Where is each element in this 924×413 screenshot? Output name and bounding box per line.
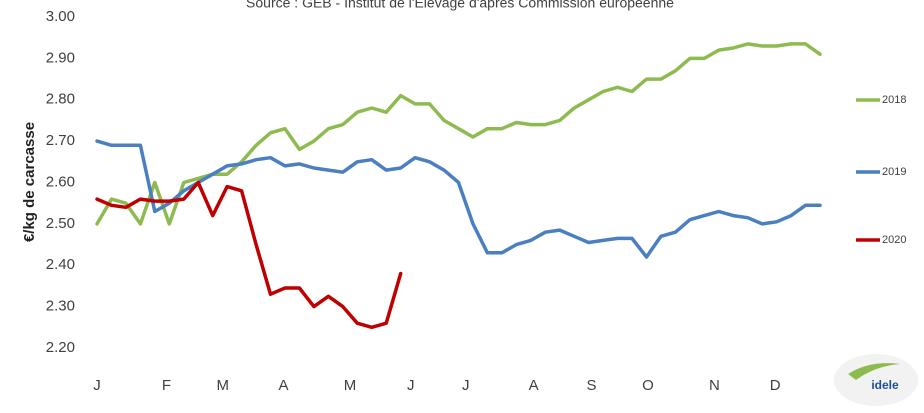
legend-label: 2020	[882, 234, 906, 246]
logo: idele	[834, 354, 918, 406]
chart-title: Source : GEB - Institut de l'Elevage d'a…	[246, 0, 674, 11]
x-tick-label: M	[344, 377, 357, 394]
y-tick-label: 3.00	[46, 8, 75, 25]
x-tick-label: D	[770, 377, 781, 394]
x-tick-label: J	[93, 377, 101, 394]
x-tick-label: N	[709, 377, 720, 394]
x-tick-label: M	[217, 377, 230, 394]
x-tick-label: A	[279, 377, 289, 394]
logo-swoosh	[848, 363, 900, 380]
y-tick-label: 2.60	[46, 173, 75, 190]
x-tick-label: S	[587, 377, 597, 394]
series-line	[95, 42, 822, 226]
y-tick-label: 2.20	[46, 339, 75, 356]
series-line	[95, 180, 403, 330]
legend-label: 2018	[882, 94, 906, 106]
y-tick-label: 2.90	[46, 49, 75, 66]
x-tick-label: J	[462, 377, 470, 394]
logo-badge	[834, 354, 918, 406]
x-tick-label: J	[407, 377, 415, 394]
y-tick-label: 2.80	[46, 91, 75, 108]
x-tick-label: O	[642, 377, 654, 394]
legend-label: 2019	[882, 166, 906, 178]
series-line	[95, 139, 822, 259]
y-tick-label: 2.50	[46, 215, 75, 232]
x-tick-label: F	[162, 377, 171, 394]
y-tick-label: 2.70	[46, 132, 75, 149]
logo-text: idele	[871, 378, 899, 392]
x-tick-label: A	[529, 377, 539, 394]
y-tick-label: 2.40	[46, 256, 75, 273]
y-axis-label: €/kg de carcasse	[21, 122, 38, 242]
y-tick-label: 2.30	[46, 298, 75, 315]
